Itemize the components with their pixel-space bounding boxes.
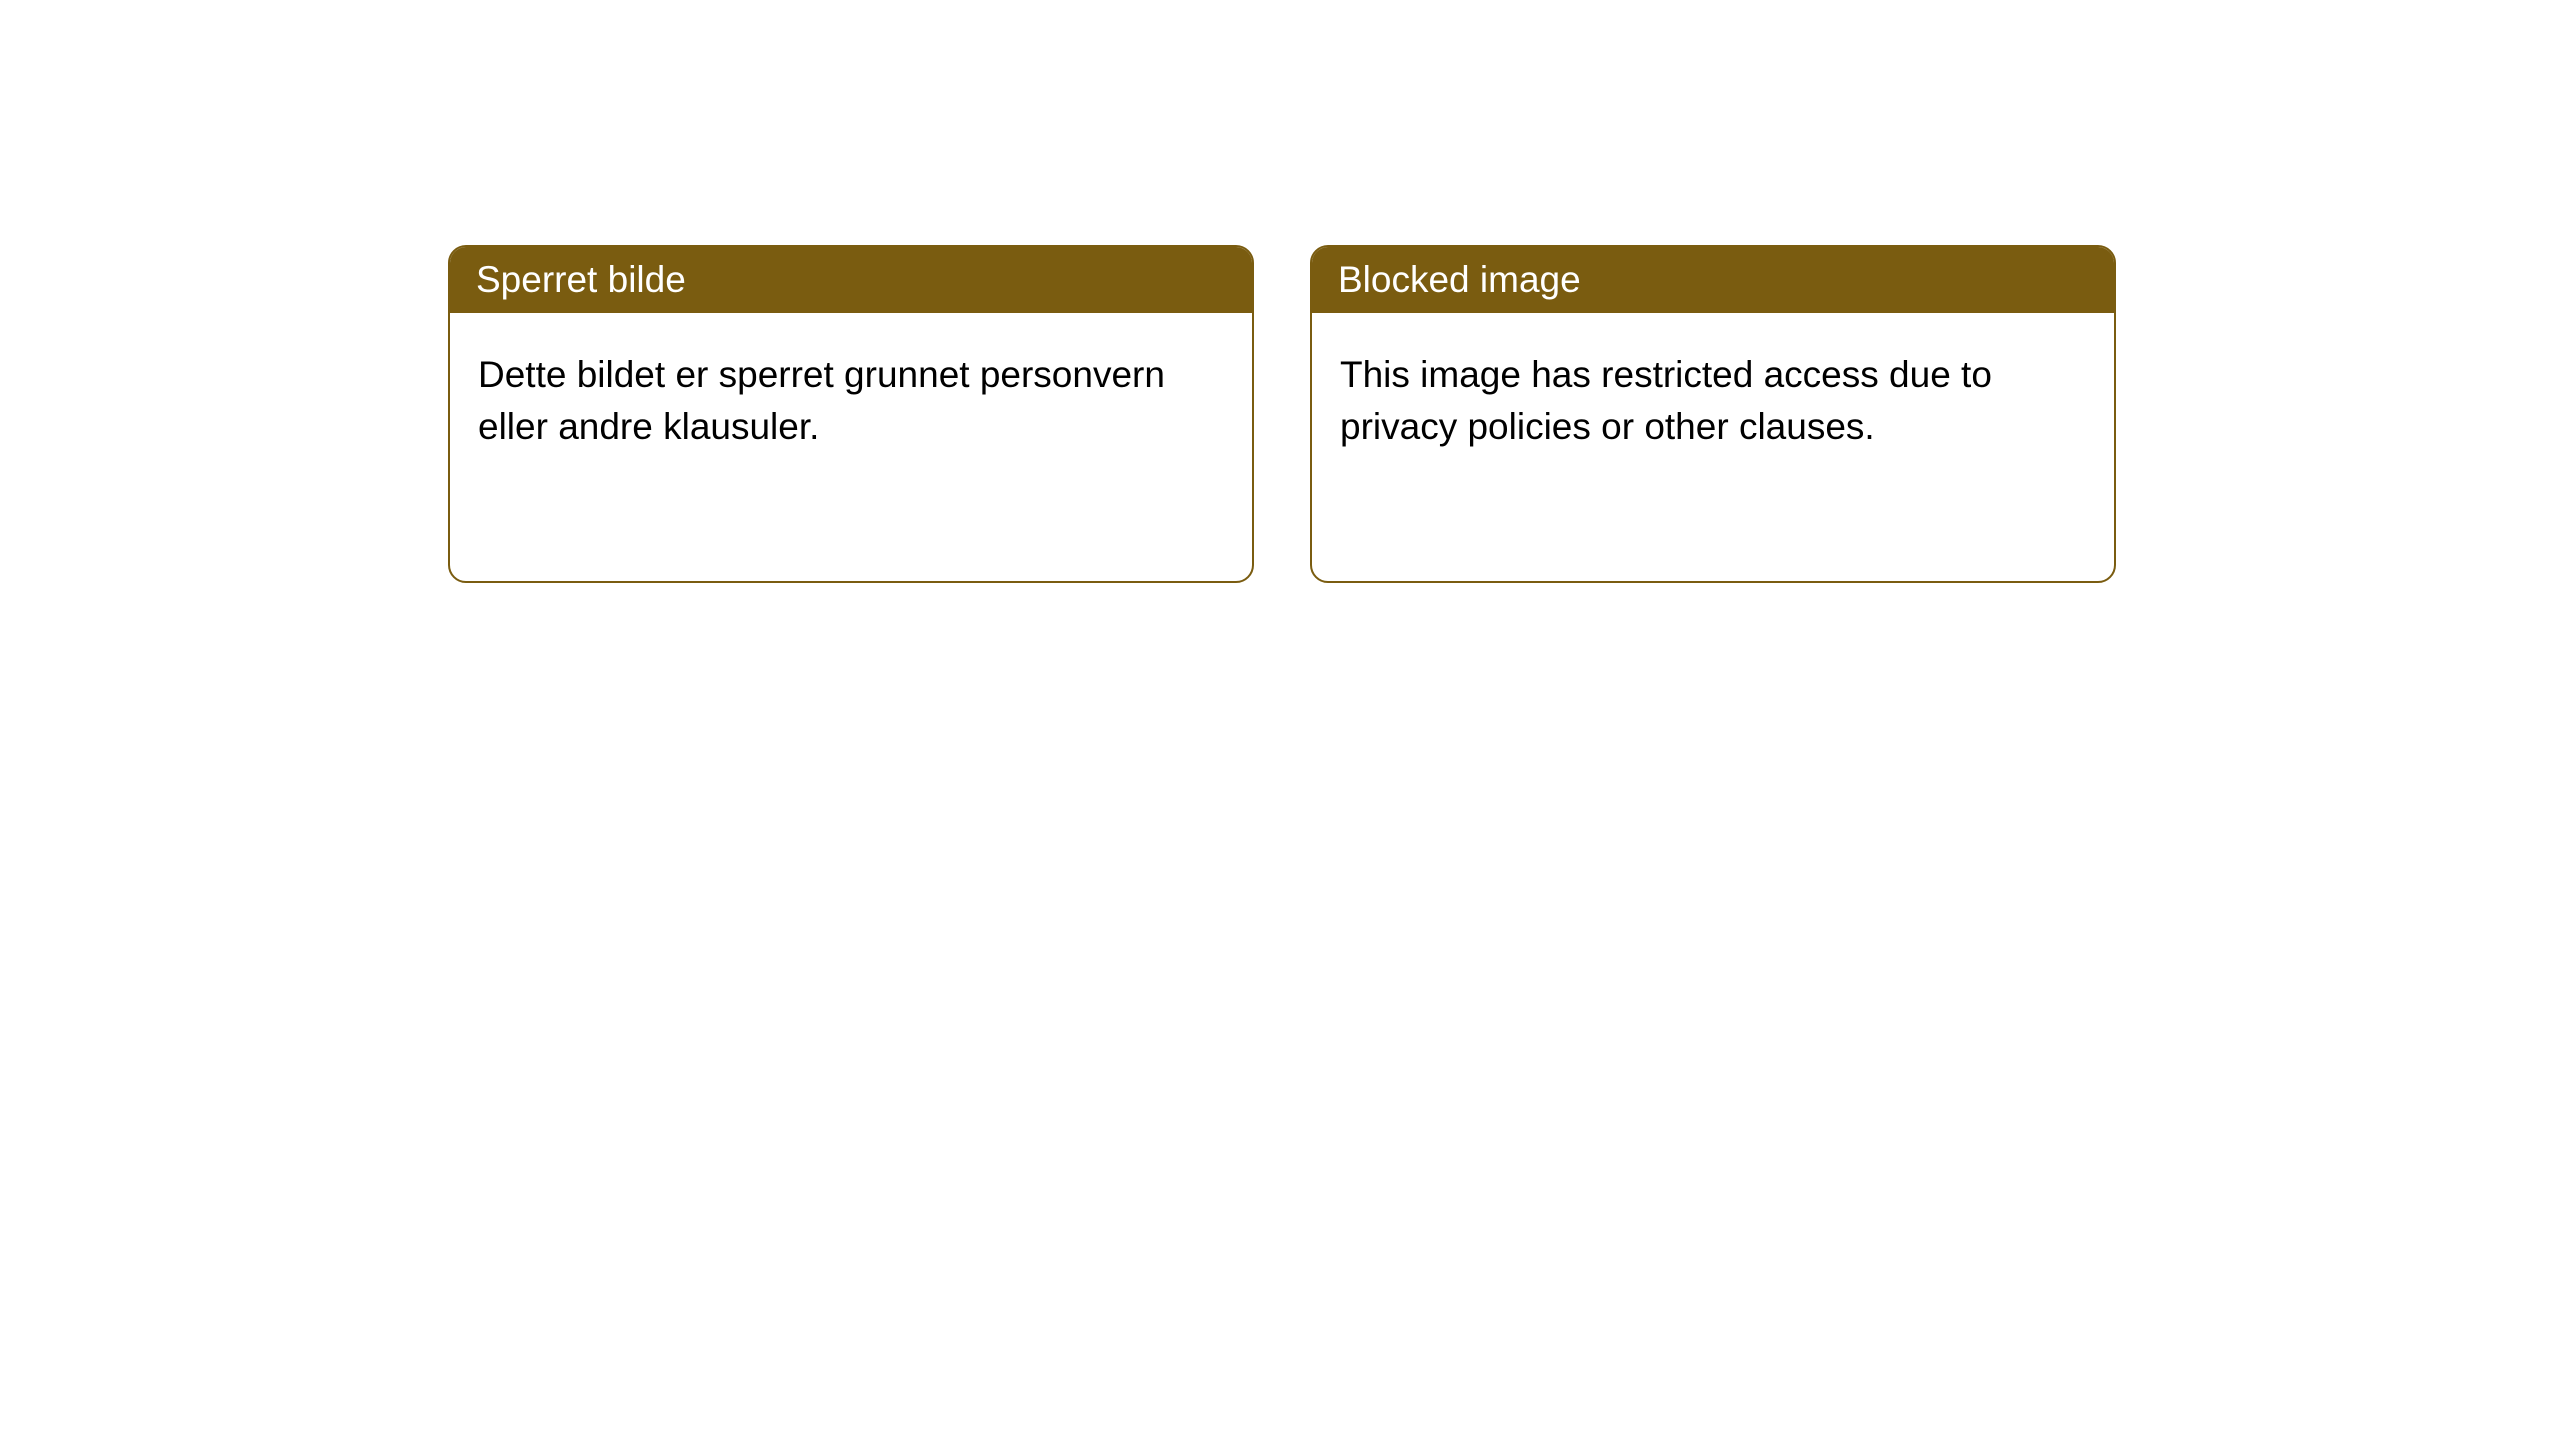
notice-body-text: This image has restricted access due to … [1340, 354, 1992, 447]
notice-title: Sperret bilde [476, 259, 686, 300]
notice-header: Sperret bilde [450, 247, 1252, 313]
notice-title: Blocked image [1338, 259, 1581, 300]
notice-header: Blocked image [1312, 247, 2114, 313]
notice-container: Sperret bilde Dette bildet er sperret gr… [0, 0, 2560, 583]
notice-card-norwegian: Sperret bilde Dette bildet er sperret gr… [448, 245, 1254, 583]
notice-body: Dette bildet er sperret grunnet personve… [450, 313, 1252, 489]
notice-card-english: Blocked image This image has restricted … [1310, 245, 2116, 583]
notice-body: This image has restricted access due to … [1312, 313, 2114, 489]
notice-body-text: Dette bildet er sperret grunnet personve… [478, 354, 1165, 447]
